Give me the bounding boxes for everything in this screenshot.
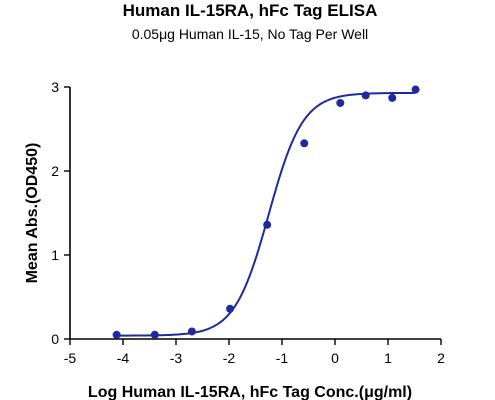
data-point xyxy=(336,98,345,107)
y-axis-label: Mean Abs.(OD450) xyxy=(24,143,41,284)
data-point xyxy=(263,220,272,229)
x-tick-label: -5 xyxy=(64,350,77,366)
x-tick-label: 2 xyxy=(437,350,445,366)
x-tick-label: -4 xyxy=(117,350,130,366)
data-point xyxy=(388,93,397,102)
data-point xyxy=(112,330,121,339)
x-tick-label: -3 xyxy=(170,350,183,366)
data-point xyxy=(361,91,370,100)
y-tick-label: 1 xyxy=(51,247,59,263)
data-point xyxy=(226,304,235,313)
chart-title: Human IL-15RA, hFc Tag ELISA xyxy=(123,1,378,20)
data-point xyxy=(411,85,420,94)
x-tick-label: 1 xyxy=(384,350,392,366)
fit-curve xyxy=(116,91,416,337)
y-tick-label: 2 xyxy=(51,163,59,179)
data-point xyxy=(300,139,309,148)
data-point xyxy=(187,327,196,336)
x-tick-label: -1 xyxy=(276,350,289,366)
x-tick-label: 0 xyxy=(331,350,339,366)
x-tick-label: -2 xyxy=(223,350,236,366)
axes xyxy=(69,87,441,340)
chart-subtitle: 0.05μg Human IL-15, No Tag Per Well xyxy=(132,26,368,42)
y-tick-label: 0 xyxy=(51,331,59,347)
x-axis-label: Log Human IL-15RA, hFc Tag Conc.(μg/ml) xyxy=(88,384,412,400)
x-ticks: -5 -4 -3 -2 -1 0 1 2 xyxy=(64,339,445,366)
y-ticks: 0 1 2 3 xyxy=(51,79,70,347)
data-points xyxy=(112,85,420,339)
y-tick-label: 3 xyxy=(51,79,59,95)
data-point xyxy=(150,330,159,339)
